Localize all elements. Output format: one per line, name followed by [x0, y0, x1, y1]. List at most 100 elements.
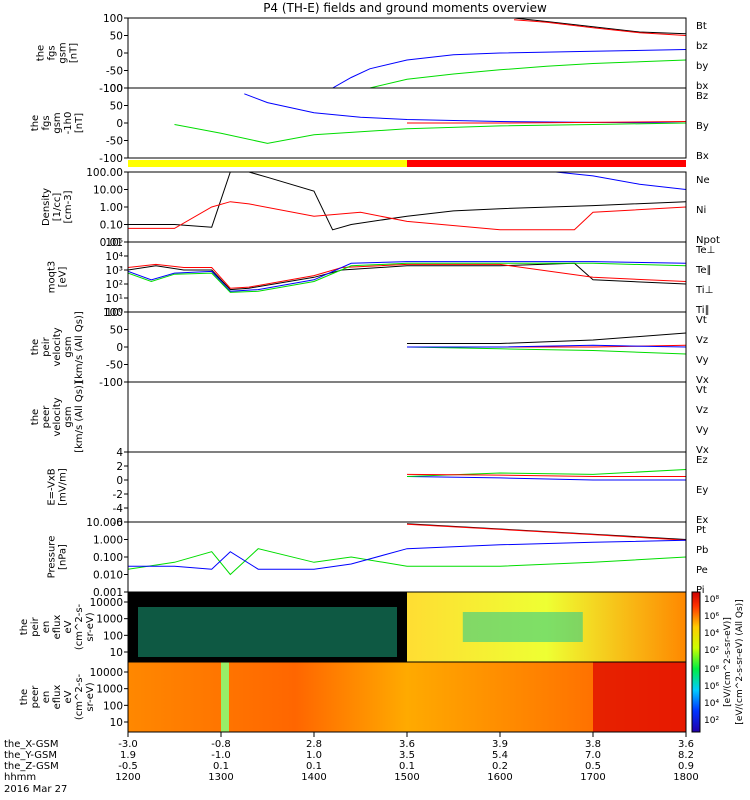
- y-tick-label: 100: [103, 700, 123, 712]
- y-tick-label: 0.001: [93, 587, 123, 599]
- x-axis-value: 1800: [673, 772, 698, 783]
- colorbar-tick: 10⁴: [704, 629, 719, 639]
- series-line-blue: [128, 261, 686, 292]
- y-axis-label: gsm: [58, 42, 69, 63]
- legend-entry: Ey: [696, 485, 708, 496]
- y-tick-label: 10³: [105, 265, 123, 277]
- y-axis-label: the: [30, 409, 41, 425]
- legend-entry: Vt: [696, 315, 707, 326]
- y-axis-label: -1h0: [63, 112, 74, 135]
- y-tick-label: 10.000: [86, 517, 123, 529]
- colorbar-label: [eV/(cm^2-s-sr-eV)]: [723, 617, 733, 707]
- series-line-blue: [128, 539, 686, 570]
- y-tick-label: -100: [99, 153, 123, 165]
- legend-entry: Pe: [696, 565, 708, 576]
- y-tick-label: 0.100: [93, 552, 123, 564]
- x-axis-value: 0.1: [306, 761, 322, 772]
- y-tick-label: -4: [113, 503, 124, 515]
- x-axis-value: 1.0: [306, 750, 322, 761]
- series-line-blue: [407, 344, 686, 348]
- x-axis-value: 3.6: [678, 739, 694, 750]
- peer-spec-stripe: [221, 662, 229, 732]
- y-axis-label: sr-eV): [85, 682, 96, 711]
- y-tick-label: 100: [103, 630, 123, 642]
- peer-spec-late: [593, 662, 686, 732]
- legend-entry: Ti∥: [695, 305, 710, 316]
- y-tick-label: 1000: [96, 684, 123, 696]
- y-tick-label: 50: [110, 31, 123, 43]
- x-axis-value: 8.2: [678, 750, 694, 761]
- y-tick-label: -2: [113, 489, 123, 501]
- series-line-red: [406, 523, 686, 541]
- x-axis-value: 7.0: [585, 750, 601, 761]
- peir-spec-slow-band: [138, 607, 397, 657]
- y-axis-label: [km/s (All Qs)]: [74, 381, 85, 453]
- y-axis-label: fgs: [47, 45, 58, 60]
- y-tick-label: 10.00: [93, 185, 123, 197]
- x-axis-value: 1400: [301, 772, 326, 783]
- y-tick-label: 1.000: [93, 535, 123, 547]
- y-axis-label: sr-eV): [85, 612, 96, 641]
- panel-temperature: 10⁵ 10⁴ 10³ 10² 10¹ 10⁰ moqt3 [eV] Te⊥ Te∥ Ti⊥ Ti∥: [47, 237, 716, 319]
- y-axis-label: the: [36, 45, 47, 61]
- legend-entry: Vy: [696, 355, 709, 366]
- legend-entry: By: [696, 121, 709, 132]
- x-axis-value: -1.0: [211, 750, 231, 761]
- legend-entry: Ni: [696, 205, 706, 216]
- x-axis-value: 0.5: [585, 761, 601, 772]
- legend-entry: bz: [696, 41, 708, 52]
- legend-entry: Te∥: [695, 265, 712, 276]
- panel-fgs-gse: 100 50 0 -50 -100 the fgs gsm -1h0 [nT] Bz By Bx: [30, 83, 709, 165]
- x-axis-value: 5.4: [492, 750, 508, 761]
- legend-entry: Ex: [696, 515, 708, 526]
- y-tick-label: 50: [110, 101, 123, 113]
- legend-entry: Npot: [696, 235, 720, 246]
- y-tick-label: 100: [103, 307, 123, 319]
- y-axis-label: peer: [30, 685, 41, 709]
- series-group: [174, 93, 686, 144]
- x-axis-value: -0.8: [211, 739, 231, 750]
- mode-bar-fast: [407, 160, 686, 167]
- x-axis-value: -3.0: [118, 739, 138, 750]
- y-tick-label: 50: [110, 325, 123, 337]
- x-axis-value: 3.6: [399, 739, 415, 750]
- y-axis-label: Density: [41, 188, 52, 226]
- series-line-black: [407, 332, 686, 344]
- series-line-red: [407, 121, 686, 124]
- legend-entry: Vt: [696, 385, 707, 396]
- y-axis-label: velocity: [52, 397, 63, 436]
- y-axis-label: the: [30, 339, 41, 355]
- y-tick-label: 10¹: [105, 293, 123, 305]
- panel-pressure: 10.000 1.000 0.100 0.010 0.001 Pressure [nPa] P…: [47, 517, 709, 599]
- x-axis-value: 3.9: [492, 739, 508, 750]
- x-axis-value: 0.1: [213, 761, 229, 772]
- x-axis-value: 0.1: [399, 761, 415, 772]
- legend-entry: Bt: [696, 21, 707, 32]
- y-axis-label: [1/cc]: [52, 193, 63, 222]
- x-axis-value: 1700: [580, 772, 605, 783]
- y-axis-label: Pressure: [47, 536, 58, 579]
- series-line-green: [128, 548, 686, 576]
- y-axis-label: eflux: [52, 685, 63, 710]
- y-axis-label: gsm: [63, 406, 74, 427]
- y-tick-label: 100: [103, 13, 123, 25]
- legend-entry: Ez: [696, 455, 708, 466]
- y-axis-label: gsm: [63, 336, 74, 357]
- y-axis-label: peir: [41, 336, 52, 356]
- x-axis-value: 1300: [208, 772, 233, 783]
- series-line-blue: [555, 172, 686, 190]
- legend-entry: Vz: [696, 405, 708, 416]
- series-line-red: [128, 201, 686, 231]
- series-line-green: [369, 59, 686, 88]
- y-axis-label: en: [41, 691, 52, 704]
- legend-entry: by: [696, 61, 708, 72]
- series-line-red: [406, 473, 686, 477]
- y-tick-label: -100: [99, 377, 123, 389]
- legend-entry: Bx: [696, 151, 709, 162]
- y-tick-label: 0.01: [100, 237, 123, 249]
- legend-entry: Pt: [696, 525, 706, 536]
- y-axis-label: the: [19, 689, 30, 705]
- y-tick-label: 2: [116, 461, 123, 473]
- y-tick-label: 1000: [96, 614, 123, 626]
- legend-entry: bx: [696, 81, 708, 92]
